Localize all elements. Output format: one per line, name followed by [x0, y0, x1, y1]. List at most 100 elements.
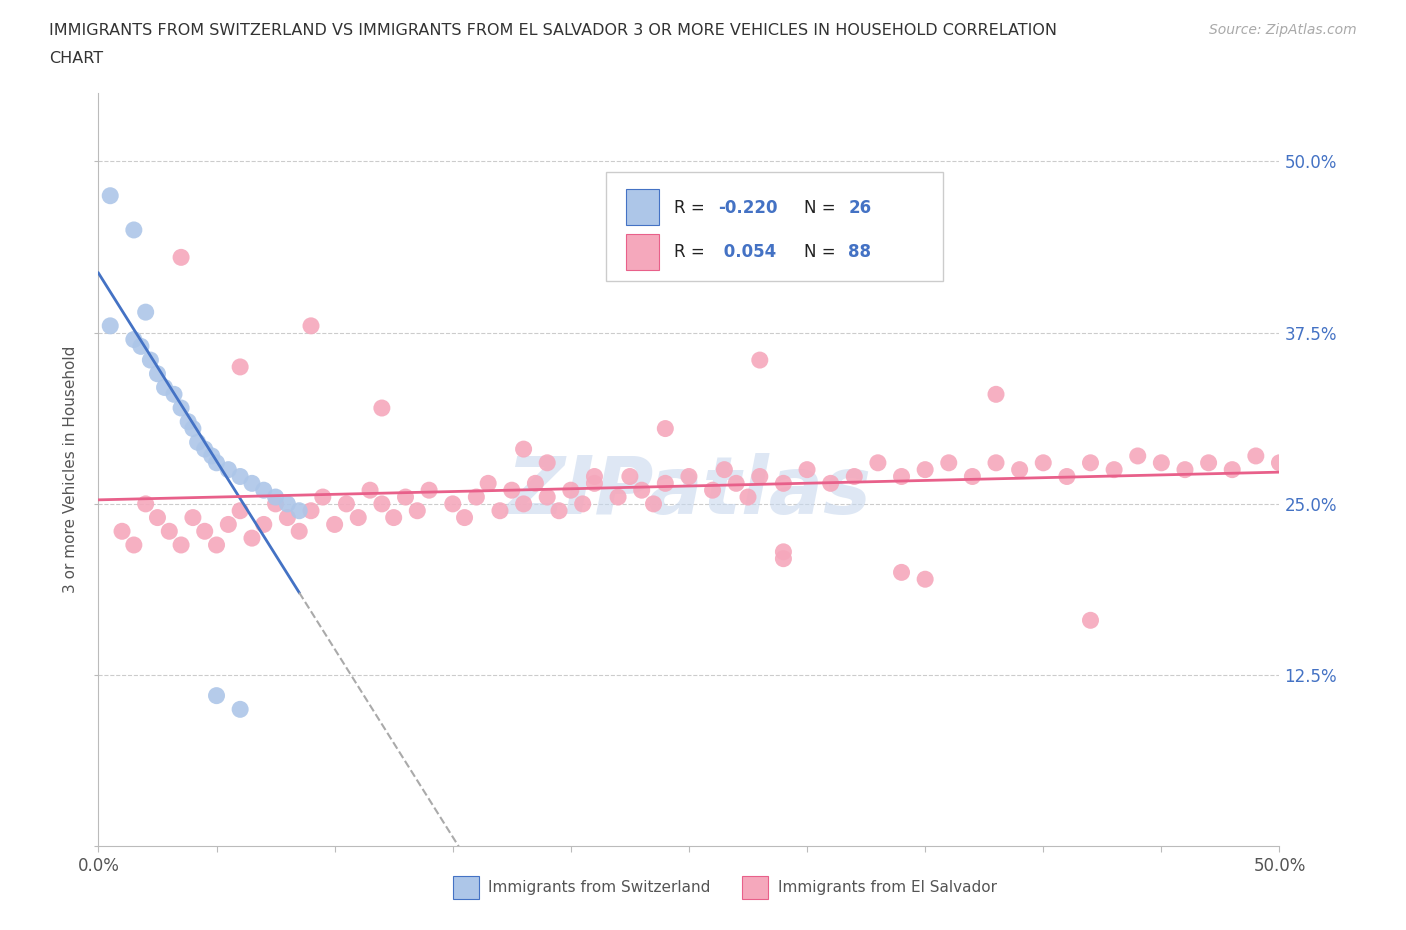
Point [890, 565, 912, 579]
Point [654, 476, 676, 491]
Point [643, 497, 665, 512]
Point [382, 511, 405, 525]
Point [1244, 448, 1267, 463]
Point [359, 483, 381, 498]
Point [205, 688, 228, 703]
Text: N =: N = [803, 198, 835, 217]
Point [163, 387, 186, 402]
Text: 0.054: 0.054 [718, 243, 776, 261]
Point [418, 483, 440, 498]
Point [111, 524, 134, 538]
Point [177, 414, 200, 429]
Point [1056, 469, 1078, 484]
Point [678, 469, 700, 484]
Point [146, 511, 169, 525]
Point [702, 483, 724, 498]
Point [347, 511, 370, 525]
Point [146, 366, 169, 381]
Text: R =: R = [673, 198, 704, 217]
Point [1198, 456, 1220, 471]
Point [240, 476, 263, 491]
Point [394, 489, 416, 504]
Point [465, 489, 488, 504]
Point [796, 462, 818, 477]
Point [98, 188, 121, 203]
Point [654, 421, 676, 436]
Point [194, 524, 217, 538]
Text: Immigrants from El Salvador: Immigrants from El Salvador [778, 880, 997, 896]
FancyBboxPatch shape [742, 876, 768, 899]
Point [453, 511, 475, 525]
Text: N =: N = [803, 243, 835, 261]
Point [312, 489, 335, 504]
Point [139, 352, 162, 367]
Point [1268, 456, 1291, 471]
Point [406, 503, 429, 518]
Text: ZIPatlas: ZIPatlas [506, 453, 872, 531]
Point [441, 497, 464, 512]
Point [1220, 462, 1243, 477]
Point [571, 497, 593, 512]
Point [737, 489, 759, 504]
Point [229, 469, 252, 484]
Point [122, 222, 145, 237]
Text: Source: ZipAtlas.com: Source: ZipAtlas.com [1209, 23, 1357, 37]
Point [217, 462, 239, 477]
Point [725, 476, 748, 491]
Point [748, 352, 770, 367]
Point [1008, 462, 1031, 477]
Point [98, 318, 121, 333]
Point [371, 497, 394, 512]
Point [153, 380, 176, 395]
Point [135, 305, 157, 320]
Point [890, 469, 912, 484]
Point [962, 469, 984, 484]
Point [335, 497, 357, 512]
Point [205, 538, 228, 552]
Point [748, 469, 770, 484]
Point [253, 517, 276, 532]
Point [264, 497, 287, 512]
Point [187, 435, 209, 450]
Point [524, 476, 547, 491]
Point [984, 387, 1007, 402]
FancyBboxPatch shape [626, 189, 659, 225]
Point [984, 456, 1007, 471]
Point [536, 456, 558, 471]
Point [371, 401, 394, 416]
Point [229, 503, 252, 518]
Point [1080, 456, 1102, 471]
Point [560, 483, 582, 498]
Point [501, 483, 523, 498]
Point [607, 489, 630, 504]
Point [240, 531, 263, 546]
Point [217, 517, 239, 532]
Point [548, 503, 571, 518]
Point [229, 702, 252, 717]
Point [1032, 456, 1054, 471]
FancyBboxPatch shape [453, 876, 478, 899]
Point [253, 483, 276, 498]
Point [1126, 448, 1149, 463]
Point [194, 442, 217, 457]
Point [583, 469, 606, 484]
Point [288, 524, 311, 538]
Point [157, 524, 180, 538]
Point [914, 462, 936, 477]
Point [129, 339, 152, 353]
Point [122, 538, 145, 552]
FancyBboxPatch shape [626, 233, 659, 270]
Point [1102, 462, 1125, 477]
Text: CHART: CHART [49, 51, 103, 66]
Point [276, 497, 298, 512]
Point [1150, 456, 1173, 471]
Text: IMMIGRANTS FROM SWITZERLAND VS IMMIGRANTS FROM EL SALVADOR 3 OR MORE VEHICLES IN: IMMIGRANTS FROM SWITZERLAND VS IMMIGRANT… [49, 23, 1057, 38]
Point [619, 469, 641, 484]
Point [299, 318, 322, 333]
FancyBboxPatch shape [606, 172, 943, 282]
Point [583, 476, 606, 491]
Point [170, 250, 193, 265]
Point [938, 456, 960, 471]
Point [299, 503, 322, 518]
Point [914, 572, 936, 587]
